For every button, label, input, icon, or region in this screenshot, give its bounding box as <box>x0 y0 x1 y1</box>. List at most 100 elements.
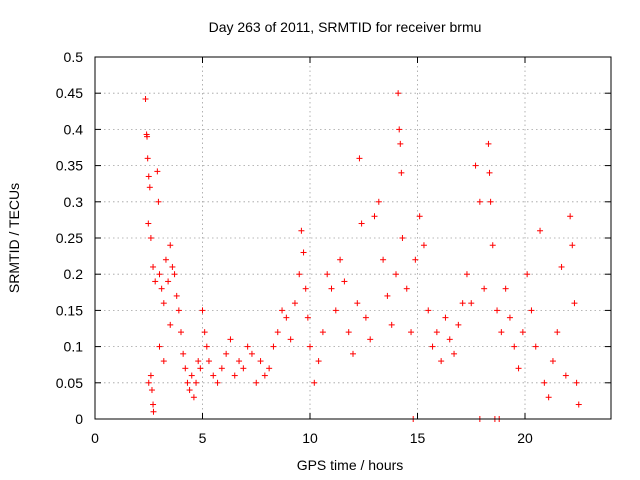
data-point <box>506 314 513 321</box>
data-point <box>201 329 208 336</box>
data-point <box>388 321 395 328</box>
data-point <box>266 365 273 372</box>
data-point <box>367 336 374 343</box>
data-point <box>393 271 399 278</box>
data-point <box>165 278 172 285</box>
data-point <box>459 300 466 307</box>
data-point <box>144 155 151 162</box>
data-point <box>438 358 445 365</box>
data-point <box>274 329 281 336</box>
data-point <box>248 350 255 357</box>
data-point <box>147 235 154 241</box>
data-point <box>253 379 260 386</box>
data-point <box>420 242 427 249</box>
data-point <box>144 133 151 140</box>
data-point <box>354 300 361 307</box>
data-point <box>463 271 470 278</box>
data-point <box>180 350 187 357</box>
data-point <box>573 379 580 386</box>
data-point <box>205 358 212 365</box>
data-point <box>146 184 153 191</box>
x-tick-labels: 0 5 10 15 20 <box>91 430 533 446</box>
grid-lines <box>95 57 611 419</box>
data-point <box>451 350 458 357</box>
data-points <box>142 90 582 422</box>
data-point <box>468 300 475 307</box>
data-point <box>182 365 189 372</box>
y-axis-label: SRMTID / TECUs <box>6 183 22 293</box>
data-point <box>425 307 432 314</box>
data-point <box>195 358 202 365</box>
x-tick-label: 20 <box>517 430 533 446</box>
data-point <box>487 198 494 205</box>
data-point <box>160 300 167 307</box>
y-tick-label: 0.15 <box>56 302 83 318</box>
y-tick-label: 0.35 <box>56 158 83 174</box>
data-point <box>158 285 165 292</box>
data-point <box>375 198 382 205</box>
plot-frame <box>94 56 612 420</box>
data-point <box>171 271 178 278</box>
x-tick-label: 5 <box>199 430 207 446</box>
data-point <box>537 227 544 234</box>
y-tick-label: 0.2 <box>64 266 84 282</box>
data-point <box>175 307 182 314</box>
data-point <box>283 314 290 321</box>
data-point <box>345 329 352 336</box>
data-point <box>442 314 449 321</box>
data-point <box>519 329 526 336</box>
data-point <box>150 408 157 415</box>
data-point <box>231 372 238 379</box>
data-point <box>416 213 423 220</box>
data-point <box>178 329 184 336</box>
data-point <box>227 336 234 343</box>
data-point <box>287 336 294 343</box>
data-point <box>371 213 378 220</box>
data-point <box>481 285 488 292</box>
data-point <box>455 321 462 328</box>
data-point <box>489 242 496 249</box>
data-point <box>152 278 159 285</box>
data-point <box>396 126 403 133</box>
data-point <box>397 140 404 147</box>
data-point <box>358 220 365 227</box>
data-point <box>173 292 180 299</box>
data-point <box>279 307 286 314</box>
y-tick-label: 0.3 <box>64 194 84 210</box>
data-point <box>203 343 210 350</box>
y-tick-label: 0 <box>75 411 83 427</box>
data-point <box>236 358 243 365</box>
data-point <box>302 285 309 292</box>
y-tick-label: 0.25 <box>56 230 83 246</box>
data-point <box>498 329 505 336</box>
data-point <box>532 343 539 350</box>
data-point <box>193 379 200 386</box>
data-point <box>167 321 174 328</box>
x-tick-label: 15 <box>410 430 426 446</box>
data-point <box>311 379 318 386</box>
data-point <box>399 235 406 241</box>
data-point <box>150 401 157 408</box>
data-point <box>190 394 197 401</box>
data-point <box>188 372 195 379</box>
data-point <box>380 256 387 263</box>
y-tick-label: 0.1 <box>64 339 84 355</box>
data-point <box>156 343 163 350</box>
data-point <box>395 90 402 97</box>
data-point <box>412 256 419 263</box>
data-point <box>562 372 569 379</box>
data-point <box>315 358 322 365</box>
data-point <box>569 242 576 249</box>
data-point <box>528 307 535 314</box>
data-point <box>362 314 369 321</box>
data-point <box>155 198 162 205</box>
data-point <box>223 350 230 357</box>
data-point <box>218 365 225 372</box>
data-point <box>502 285 509 292</box>
data-point <box>167 242 174 249</box>
data-point <box>541 379 548 386</box>
data-point <box>240 365 247 372</box>
data-point <box>403 285 410 292</box>
data-point <box>147 372 154 379</box>
